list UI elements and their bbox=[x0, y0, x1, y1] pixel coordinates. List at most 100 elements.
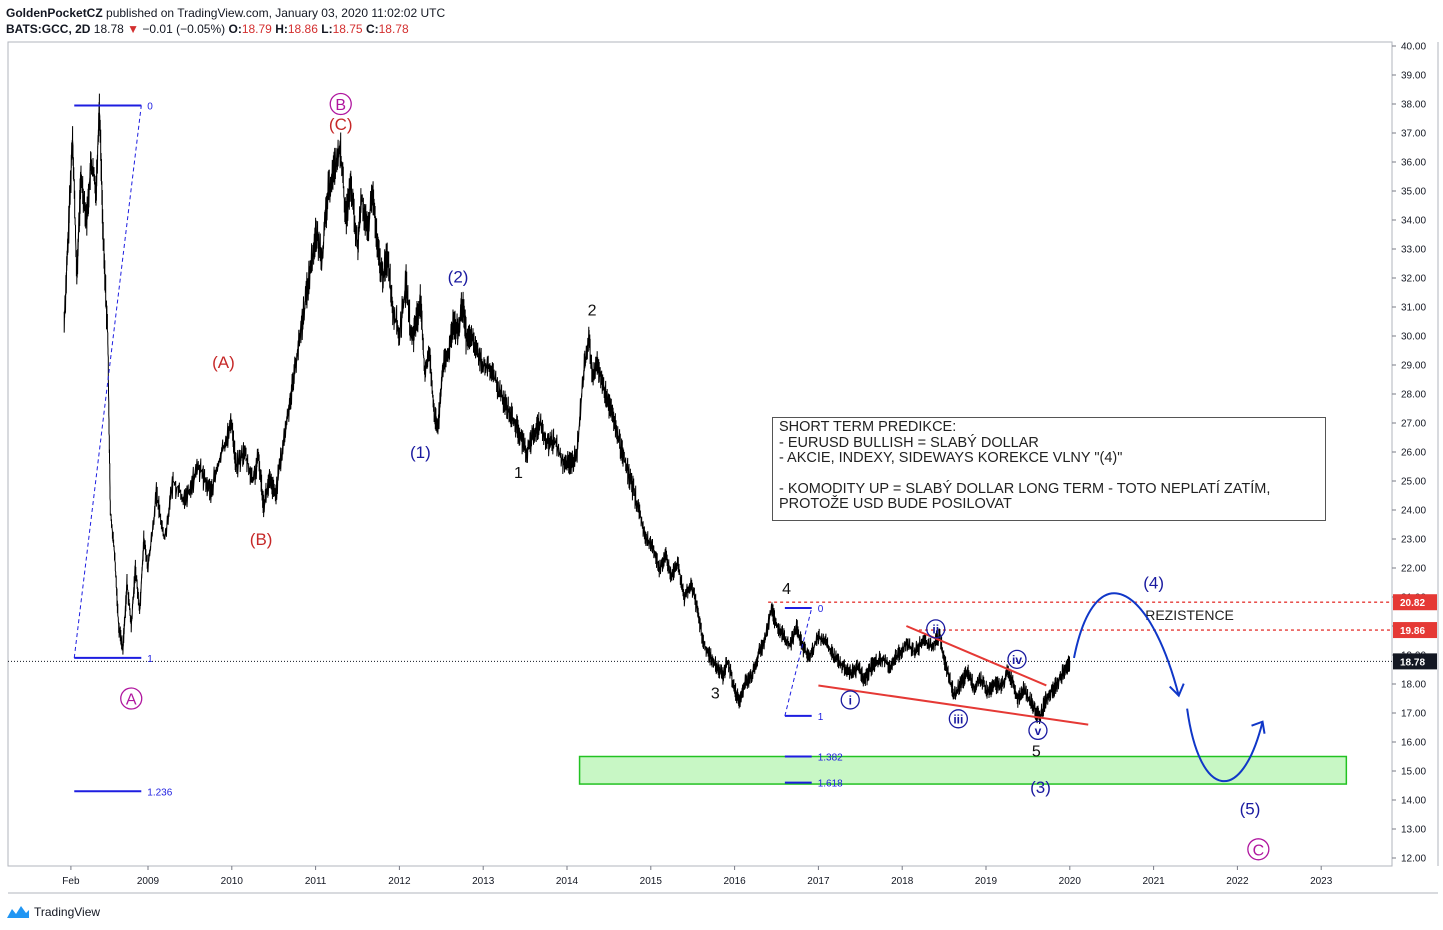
price-tick-label: 30.00 bbox=[1401, 332, 1426, 343]
wave-circle-blue bbox=[926, 619, 946, 639]
price-tick-label: 35.00 bbox=[1401, 187, 1426, 198]
open-value: 18.79 bbox=[241, 22, 272, 36]
fib-connector-line bbox=[784, 607, 813, 717]
wave-circle-magenta bbox=[120, 687, 143, 710]
price-tick-label: 12.00 bbox=[1401, 854, 1426, 865]
fib-level-label: 1.236 bbox=[147, 787, 172, 798]
wave-label-subwave: ii bbox=[932, 622, 939, 636]
forecast-arrowhead bbox=[1169, 683, 1185, 698]
wave-label-magenta: B bbox=[335, 97, 346, 114]
prediction-line: - KOMODITY UP = SLABÝ DOLLAR LONG TERM -… bbox=[779, 480, 1271, 497]
prediction-note[interactable]: SHORT TERM PREDIKCE: - EURUSD BULLISH = … bbox=[772, 417, 1326, 521]
wave-label-blue: (1) bbox=[410, 443, 431, 462]
price-tick-label: 32.00 bbox=[1401, 274, 1426, 285]
price-tick-label: 33.00 bbox=[1401, 245, 1426, 256]
wave-label-subwave: i bbox=[849, 693, 852, 707]
author-name[interactable]: GoldenPocketCZ bbox=[6, 6, 103, 20]
price-tick-label: 34.00 bbox=[1401, 216, 1426, 227]
wave-label-magenta: A bbox=[126, 692, 137, 709]
close-value: 18.78 bbox=[378, 22, 409, 36]
price-change: −0.01 (−0.05%) bbox=[142, 22, 226, 36]
tradingview-brand: TradingView bbox=[34, 905, 101, 919]
price-tick-label: 27.00 bbox=[1401, 419, 1426, 430]
time-tick-label: 2023 bbox=[1310, 876, 1333, 887]
current-price-label: 18.78 bbox=[1400, 657, 1425, 668]
time-tick-label: 2016 bbox=[723, 876, 746, 887]
time-tick-label: 2020 bbox=[1059, 876, 1082, 887]
fib-connector-line bbox=[73, 105, 142, 658]
wave-circle-blue bbox=[948, 709, 968, 729]
price-tick-label: 13.00 bbox=[1401, 825, 1426, 836]
publish-info: published on TradingView.com, January 03… bbox=[106, 6, 446, 20]
price-tick-label: 22.00 bbox=[1401, 564, 1426, 575]
time-tick-label: 2015 bbox=[640, 876, 663, 887]
time-tick-label: 2013 bbox=[472, 876, 495, 887]
chart-header-author: GoldenPocketCZ published on TradingView.… bbox=[6, 6, 445, 20]
wave-label-black: 1 bbox=[514, 465, 523, 482]
price-tick-label: 39.00 bbox=[1401, 71, 1426, 82]
price-tick-label: 16.00 bbox=[1401, 738, 1426, 749]
fib-level-label: 1 bbox=[147, 654, 153, 665]
forecast-path bbox=[1073, 592, 1180, 696]
forecast-path bbox=[1186, 708, 1264, 783]
wave-label-blue: (3) bbox=[1030, 778, 1051, 797]
price-tick-label: 29.00 bbox=[1401, 361, 1426, 372]
resistance-price-tag bbox=[1393, 594, 1437, 611]
wave-circle-magenta bbox=[1247, 838, 1270, 861]
close-label: C: bbox=[365, 22, 379, 36]
wave-label-subwave: iv bbox=[1012, 653, 1022, 667]
price-tick-label: 24.00 bbox=[1401, 506, 1426, 517]
wave-label-blue: (5) bbox=[1240, 800, 1261, 819]
wave-label-blue: (2) bbox=[448, 267, 469, 286]
price-tick-label: 18.00 bbox=[1401, 680, 1426, 691]
high-value: 18.86 bbox=[287, 22, 318, 36]
price-tick-label: 26.00 bbox=[1401, 448, 1426, 459]
wave-circle-blue bbox=[840, 690, 860, 710]
time-tick-label: Feb bbox=[62, 876, 80, 887]
symbol-label[interactable]: BATS:GCC, 2D bbox=[6, 22, 91, 36]
price-tick-label: 23.00 bbox=[1401, 535, 1426, 546]
time-tick-label: 2009 bbox=[137, 876, 160, 887]
resistance-price-label: 20.82 bbox=[1400, 598, 1425, 609]
wave-circle-blue bbox=[1028, 720, 1048, 741]
wave-circle-magenta bbox=[329, 92, 352, 116]
resistance-price-label: 19.86 bbox=[1400, 626, 1425, 637]
fib-level-label: 1.382 bbox=[818, 753, 843, 764]
high-label: H: bbox=[275, 22, 288, 36]
forecast-arrowhead bbox=[1251, 720, 1266, 734]
resistance-label: REZISTENCE bbox=[1145, 607, 1234, 623]
fib-level-label: 1.618 bbox=[818, 779, 843, 790]
prediction-line: - EURUSD BULLISH = SLABÝ DOLLAR bbox=[779, 434, 1039, 451]
price-tick-label: 14.00 bbox=[1401, 796, 1426, 807]
price-tick-label: 25.00 bbox=[1401, 477, 1426, 488]
time-tick-label: 2011 bbox=[305, 876, 327, 887]
price-series-line bbox=[63, 93, 1071, 725]
current-price-tag bbox=[1393, 653, 1437, 670]
price-tick-label: 28.00 bbox=[1401, 390, 1426, 401]
wave-label-subwave: iii bbox=[953, 712, 963, 726]
fib-level-label: 0 bbox=[147, 101, 153, 112]
price-tick-label: 37.00 bbox=[1401, 129, 1426, 140]
wave-label-blue: (4) bbox=[1143, 573, 1164, 592]
wave-label-magenta: C bbox=[1253, 842, 1265, 859]
tradingview-footer[interactable]: TradingView bbox=[6, 902, 100, 922]
plot-frame bbox=[7, 41, 1393, 867]
wave-label-red: (A) bbox=[212, 353, 235, 372]
time-tick-label: 2018 bbox=[891, 876, 914, 887]
time-tick-label: 2022 bbox=[1226, 876, 1249, 887]
tradingview-logo-icon bbox=[7, 906, 29, 918]
wave-label-black: 4 bbox=[782, 581, 791, 598]
time-tick-label: 2014 bbox=[556, 876, 579, 887]
time-tick-label: 2021 bbox=[1142, 876, 1165, 887]
wave-label-black: 2 bbox=[588, 303, 597, 320]
prediction-line: - AKCIE, INDEXY, SIDEWAYS KOREKCE VLNY "… bbox=[779, 450, 1123, 466]
time-tick-label: 2017 bbox=[807, 876, 830, 887]
wave-label-black: 5 bbox=[1032, 744, 1041, 761]
trend-line bbox=[818, 684, 1089, 726]
chart-header-ohlc: BATS:GCC, 2D 18.78 ▼ −0.01 (−0.05%) O:18… bbox=[6, 22, 409, 36]
price-tick-label: 15.00 bbox=[1401, 767, 1426, 778]
price-tick-label: 38.00 bbox=[1401, 100, 1426, 111]
fib-level-label: 1 bbox=[818, 712, 824, 723]
wave-label-red: (B) bbox=[250, 530, 273, 549]
